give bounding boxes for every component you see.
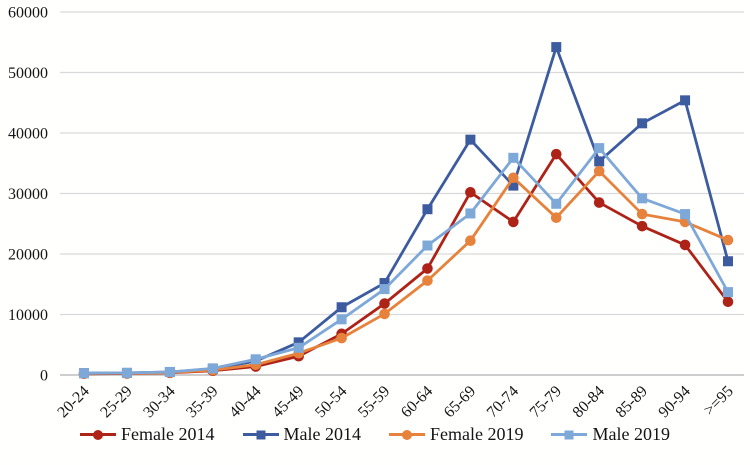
data-point-male-2019 (594, 143, 605, 154)
data-point-male-2014 (465, 134, 476, 145)
legend-swatch-male-2019 (551, 428, 588, 442)
data-point-female-2014 (422, 263, 433, 274)
data-point-male-2014 (594, 156, 605, 167)
data-point-female-2019 (550, 212, 562, 223)
y-tick-label: 50000 (8, 65, 48, 82)
x-tick-label: 45-49 (269, 383, 307, 421)
series-line-male-2014 (83, 45, 730, 375)
legend-label: Male 2014 (283, 424, 361, 444)
legend-item-female-2014: Female 2014 (80, 424, 215, 445)
data-point-male-2019 (164, 366, 175, 377)
legend-swatch-female-2014 (80, 428, 117, 442)
legend-item-female-2019: Female 2019 (389, 424, 523, 445)
x-tick-label: 35-39 (183, 383, 221, 421)
legend-item-male-2014: Male 2014 (242, 424, 361, 445)
legend-circle-marker (93, 429, 104, 440)
data-point-female-2019 (722, 234, 734, 246)
data-point-male-2014 (508, 180, 519, 191)
x-tick-label: 25-29 (97, 383, 135, 421)
legend-swatch-female-2019 (389, 428, 425, 442)
x-tick-label: 90-94 (655, 383, 693, 421)
x-tick-label: 80-84 (570, 383, 608, 421)
y-tick-label: 20000 (8, 247, 48, 264)
data-point-female-2019 (593, 165, 605, 177)
chart-legend: Female 2014 Male 2014 Female 2019 Male 2019 (0, 424, 750, 445)
legend-item-male-2019: Male 2019 (551, 424, 670, 445)
data-point-female-2014 (593, 197, 605, 208)
x-tick-label: 75-79 (527, 383, 565, 421)
y-tick-label: 0 (40, 368, 48, 385)
data-point-male-2014 (336, 302, 347, 313)
x-tick-label: 20-24 (54, 383, 92, 421)
y-tick-label: 10000 (8, 307, 48, 324)
data-point-male-2019 (121, 367, 132, 378)
data-point-male-2019 (551, 198, 562, 209)
age-distribution-line-chart: 0 10000 20000 30000 40000 50000 60000 20-24 25-2… (8, 5, 744, 421)
data-point-female-2014 (508, 216, 519, 228)
data-point-female-2014 (465, 186, 476, 198)
data-point-male-2019 (723, 287, 733, 298)
data-point-female-2014 (679, 239, 691, 251)
data-point-male-2019 (79, 368, 89, 379)
x-tick-label: 60-64 (398, 383, 436, 421)
x-tick-label: 40-44 (226, 383, 264, 421)
data-point-male-2019 (293, 342, 304, 353)
x-tick-label: 55-59 (355, 383, 393, 421)
legend-square-marker (256, 430, 266, 439)
data-point-male-2014 (379, 278, 390, 289)
data-point-female-2014 (379, 298, 390, 309)
data-point-female-2019 (422, 275, 433, 286)
data-point-male-2019 (207, 363, 218, 374)
data-point-male-2019 (465, 208, 476, 219)
legend-label: Male 2019 (592, 424, 670, 444)
data-point-female-2014 (722, 296, 734, 308)
data-point-female-2019 (508, 172, 519, 184)
data-point-male-2019 (508, 152, 519, 163)
y-tick-label: 40000 (8, 126, 48, 143)
data-point-female-2019 (465, 235, 476, 246)
legend-circle-marker (402, 429, 412, 440)
data-point-male-2014 (293, 337, 304, 348)
data-point-male-2019 (680, 209, 691, 220)
y-tick-label: 60000 (8, 5, 48, 22)
data-point-female-2014 (550, 148, 562, 160)
data-point-female-2019 (636, 208, 648, 220)
data-point-male-2014 (680, 95, 691, 106)
data-point-male-2019 (379, 284, 390, 295)
data-point-male-2014 (551, 42, 562, 53)
series-line-male-2019 (83, 146, 730, 375)
data-point-male-2019 (422, 240, 433, 251)
data-point-female-2014 (636, 220, 648, 232)
data-point-male-2014 (723, 256, 733, 267)
legend-label: Female 2014 (121, 424, 215, 444)
legend-label: Female 2019 (430, 424, 524, 444)
data-point-male-2014 (422, 204, 433, 215)
y-tick-label: 30000 (8, 186, 48, 203)
data-point-female-2019 (379, 308, 390, 320)
x-tick-label: 65-69 (441, 383, 479, 421)
data-point-male-2019 (250, 354, 261, 365)
data-point-male-2019 (637, 193, 648, 204)
series-line-female-2019 (83, 169, 729, 375)
x-tick-label: 70-74 (484, 383, 522, 421)
data-point-female-2019 (336, 332, 347, 344)
legend-square-marker (564, 430, 574, 439)
x-tick-label: >=95 (701, 383, 737, 419)
legend-swatch-male-2014 (242, 428, 279, 442)
x-tick-label: 30-34 (140, 383, 178, 421)
data-point-male-2014 (637, 118, 648, 129)
x-tick-label: 50-54 (312, 383, 350, 421)
data-point-male-2019 (336, 314, 347, 325)
x-tick-label: 85-89 (613, 383, 651, 421)
